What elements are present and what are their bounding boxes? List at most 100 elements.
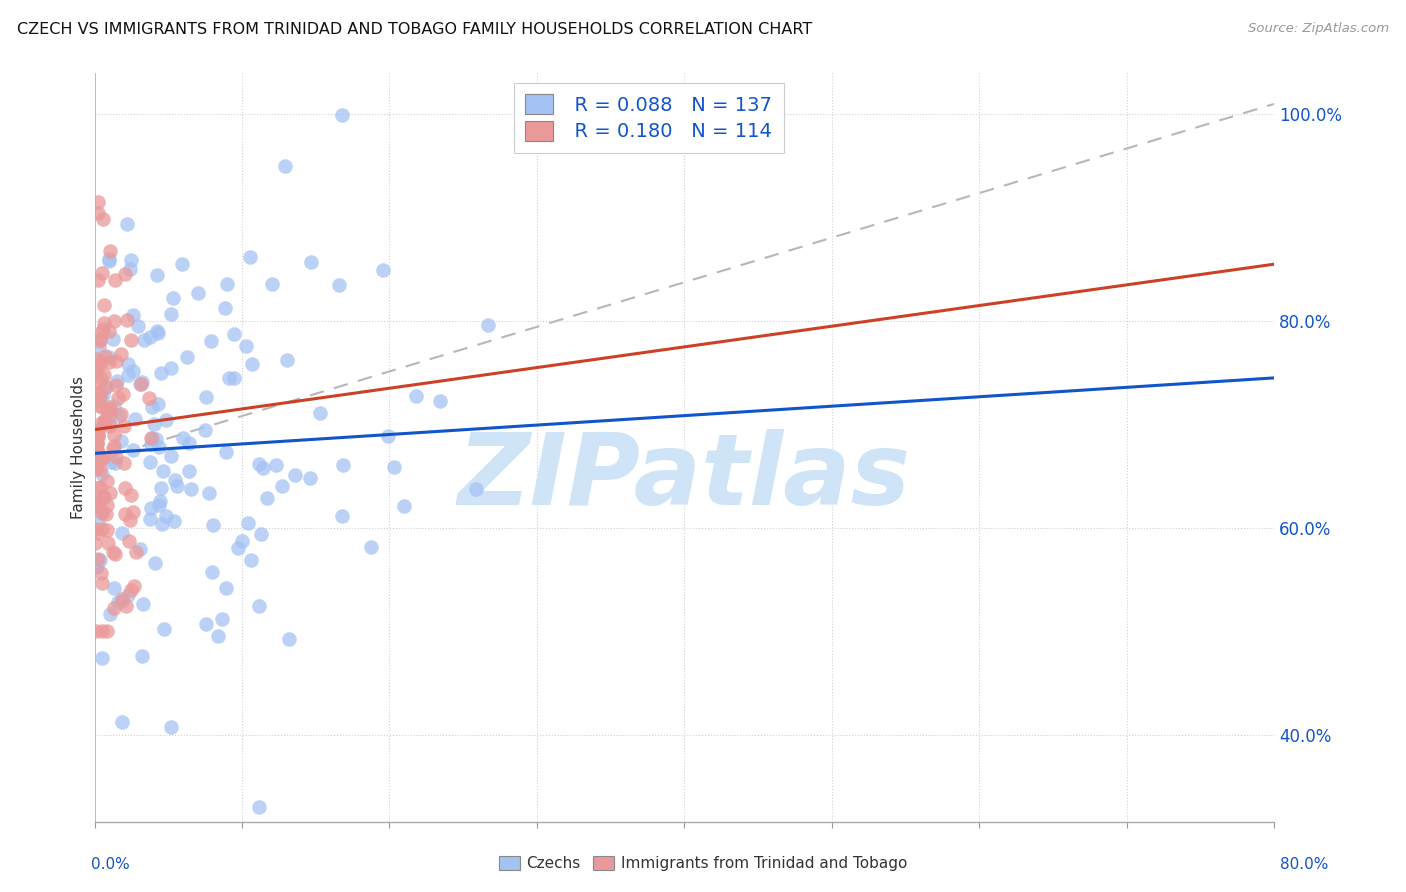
Point xyxy=(121,309,143,323)
Point xyxy=(91,388,114,402)
Point xyxy=(360,540,382,554)
Point xyxy=(172,431,194,445)
Point xyxy=(93,413,115,427)
Point xyxy=(94,380,117,394)
Point xyxy=(226,541,249,556)
Point xyxy=(132,333,155,347)
Point xyxy=(202,518,225,533)
Point xyxy=(98,417,121,432)
Point xyxy=(146,326,169,340)
Point xyxy=(98,486,121,500)
Point xyxy=(93,414,115,428)
Point xyxy=(382,460,405,475)
Point xyxy=(131,648,153,663)
Point xyxy=(87,430,110,444)
Point xyxy=(89,399,111,413)
Point xyxy=(110,407,132,421)
Point xyxy=(247,599,270,613)
Point xyxy=(90,325,112,339)
Y-axis label: Family Households: Family Households xyxy=(72,376,86,519)
Point xyxy=(122,579,145,593)
Point xyxy=(103,581,125,595)
Point xyxy=(89,358,111,372)
Point xyxy=(100,244,122,258)
Point xyxy=(86,453,108,467)
Point xyxy=(145,324,167,338)
Point xyxy=(107,392,129,406)
Point xyxy=(131,597,153,611)
Point xyxy=(276,353,298,368)
Point xyxy=(84,394,107,409)
Point xyxy=(308,406,330,420)
Legend:   R = 0.088   N = 137,   R = 0.180   N = 114: R = 0.088 N = 137, R = 0.180 N = 114 xyxy=(513,83,785,153)
Point xyxy=(247,457,270,471)
Point xyxy=(197,486,219,500)
Point xyxy=(160,361,183,376)
Point xyxy=(98,252,121,266)
Point xyxy=(194,617,217,632)
Point xyxy=(149,494,172,508)
Point xyxy=(110,714,132,729)
Point xyxy=(163,473,186,487)
Text: Source: ZipAtlas.com: Source: ZipAtlas.com xyxy=(1249,22,1389,36)
Point xyxy=(87,494,110,508)
Point xyxy=(114,481,136,495)
Point xyxy=(105,374,128,388)
Point xyxy=(97,536,120,550)
Point xyxy=(112,456,135,470)
Legend: Czechs, Immigrants from Trinidad and Tobago: Czechs, Immigrants from Trinidad and Tob… xyxy=(494,850,912,877)
Point xyxy=(187,286,209,301)
Point xyxy=(89,391,111,405)
Point xyxy=(104,548,127,562)
Point xyxy=(98,401,121,415)
Point xyxy=(155,413,177,427)
Point xyxy=(117,588,139,602)
Text: CZECH VS IMMIGRANTS FROM TRINIDAD AND TOBAGO FAMILY HOUSEHOLDS CORRELATION CHART: CZECH VS IMMIGRANTS FROM TRINIDAD AND TO… xyxy=(17,22,813,37)
Point xyxy=(145,432,167,446)
Point xyxy=(87,428,110,442)
Point xyxy=(177,436,200,450)
Point xyxy=(93,368,115,383)
Point xyxy=(103,440,125,454)
Point xyxy=(129,542,152,557)
Point xyxy=(224,327,246,342)
Point xyxy=(84,352,107,367)
Point xyxy=(179,464,201,478)
Point xyxy=(103,600,125,615)
Point xyxy=(112,419,135,434)
Text: ZIPatlas: ZIPatlas xyxy=(458,429,911,526)
Point xyxy=(84,536,107,550)
Point xyxy=(90,651,112,665)
Point xyxy=(91,451,114,466)
Point xyxy=(405,389,427,403)
Point xyxy=(115,218,138,232)
Point xyxy=(89,480,111,494)
Point xyxy=(117,368,139,383)
Point xyxy=(121,364,143,378)
Point xyxy=(87,194,110,209)
Point xyxy=(103,427,125,442)
Point xyxy=(166,479,188,493)
Point xyxy=(138,330,160,344)
Point xyxy=(89,389,111,403)
Point xyxy=(89,462,111,476)
Point xyxy=(266,458,288,472)
Point xyxy=(150,517,173,532)
Point xyxy=(114,508,136,522)
Point xyxy=(273,159,295,173)
Point xyxy=(121,505,143,519)
Point xyxy=(105,450,128,465)
Point xyxy=(104,354,127,368)
Point xyxy=(152,464,174,478)
Point xyxy=(86,367,108,381)
Point xyxy=(218,371,240,385)
Point xyxy=(231,534,253,549)
Point xyxy=(328,277,350,292)
Point xyxy=(143,557,166,571)
Point xyxy=(139,455,162,469)
Point xyxy=(104,456,127,470)
Point xyxy=(90,506,112,520)
Point xyxy=(98,402,121,417)
Text: 0.0%: 0.0% xyxy=(91,857,131,872)
Point xyxy=(155,509,177,524)
